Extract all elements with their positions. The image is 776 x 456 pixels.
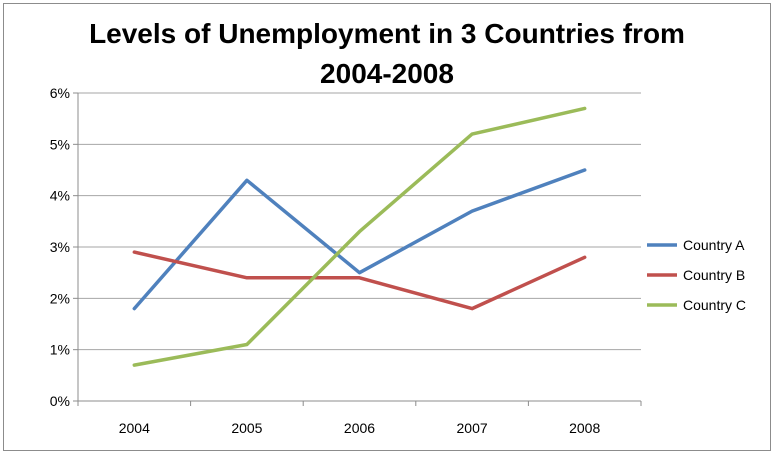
y-tick-label: 3%: [50, 239, 70, 255]
legend-label: Country B: [683, 267, 745, 283]
x-tick-label: 2004: [119, 420, 150, 436]
x-tick-label: 2006: [344, 420, 375, 436]
x-tick-label: 2007: [457, 420, 488, 436]
chart-frame: Levels of Unemployment in 3 Countries fr…: [3, 3, 771, 451]
gridlines: [78, 92, 641, 351]
chart-title: Levels of Unemployment in 3 Countries fr…: [89, 18, 685, 89]
y-tick-label: 0%: [50, 393, 70, 409]
axes: [73, 92, 642, 406]
legend-label: Country A: [683, 237, 745, 253]
y-tick-label: 2%: [50, 290, 70, 306]
legend: Country A Country B Country C: [647, 237, 746, 313]
series-line-country-b: [132, 250, 587, 311]
x-tick-label: 2008: [569, 420, 600, 436]
series-lines: [132, 106, 587, 367]
series-line-country-a: [132, 168, 587, 311]
x-axis-ticks: 2004 2005 2006 2007 2008: [119, 420, 601, 436]
y-tick-label: 1%: [50, 342, 70, 358]
x-tick-label: 2005: [231, 420, 262, 436]
y-tick-label: 4%: [50, 188, 70, 204]
series-line-country-c: [132, 106, 587, 367]
y-axis-ticks: 0% 1% 2% 3% 4% 5% 6%: [50, 85, 70, 409]
y-tick-label: 6%: [50, 85, 70, 101]
y-tick-label: 5%: [50, 136, 70, 152]
legend-label: Country C: [683, 297, 746, 313]
